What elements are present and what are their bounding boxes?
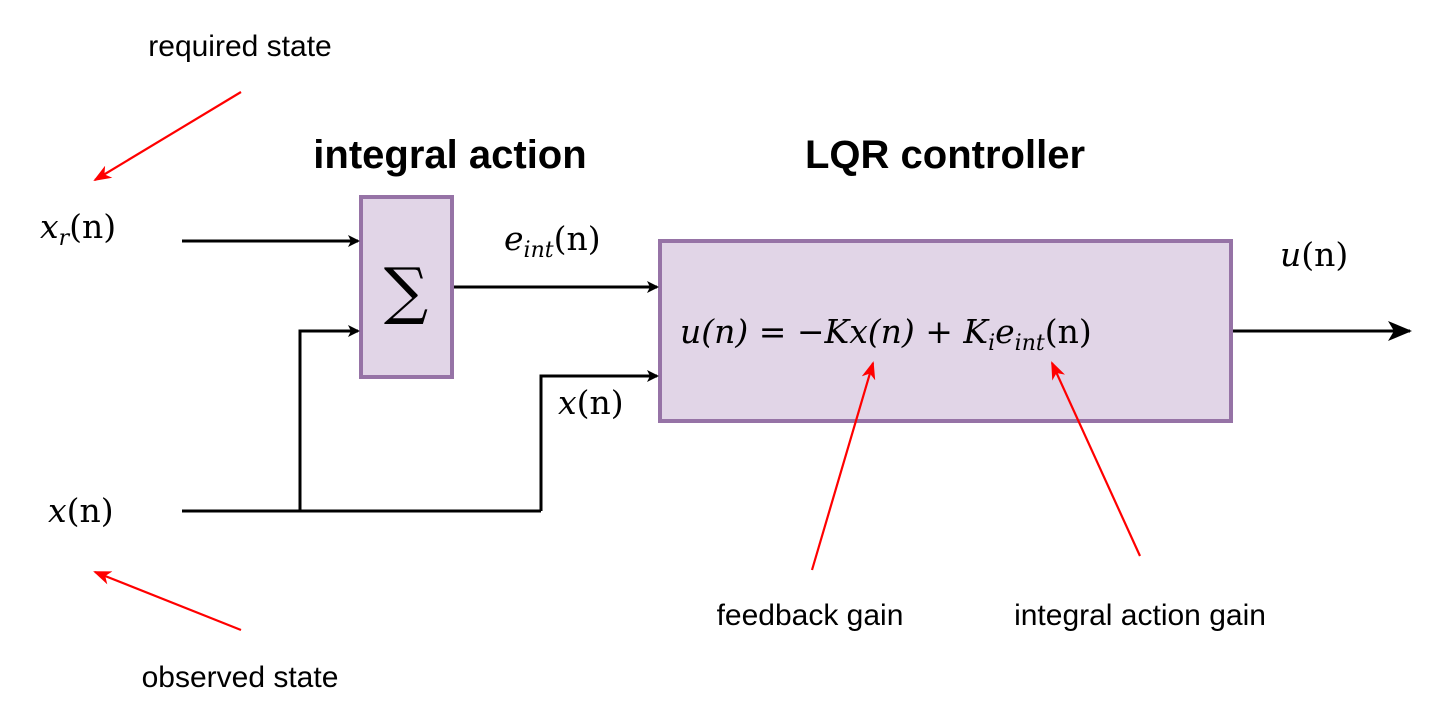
signal-x-mid-label: x(n) — [558, 383, 624, 422]
summation-symbol: ∑ — [384, 254, 428, 327]
summation-block — [359, 195, 454, 379]
arrow-feedback-gain — [810, 361, 876, 571]
signal-xr-label: xr(n) — [40, 207, 116, 251]
wire-x-to-sum — [298, 325, 360, 511]
signal-u-output-label: u(n) — [1280, 235, 1348, 274]
control-law-e-sub: int — [1015, 331, 1045, 356]
annotation-integral-action-gain: integral action gain — [1014, 599, 1266, 632]
title-integral-action: integral action — [313, 133, 586, 177]
arrow-integral-action-gain — [1050, 361, 1142, 557]
control-law-gain-sub: i — [988, 331, 995, 356]
arrow-required-state — [93, 91, 242, 182]
control-law-e: e — [995, 312, 1015, 351]
signal-x-input-label: x(n) — [48, 491, 114, 530]
control-law-tail: (n) — [1045, 312, 1092, 351]
wire-x-to-lqr — [539, 370, 659, 511]
control-law-lhs: u(n) = −Kx(n) + K — [680, 312, 990, 351]
arrow-observed-state — [93, 570, 242, 632]
annotation-feedback-gain: feedback gain — [717, 599, 904, 632]
lqr-controller-block — [658, 239, 1233, 423]
signal-e-int-label: eint(n) — [504, 219, 601, 263]
annotation-required-state: required state — [148, 30, 331, 63]
title-lqr-controller: LQR controller — [805, 133, 1085, 177]
control-law-equation: u(n) = −Kx(n) + Kieint(n) — [680, 312, 1092, 356]
annotation-observed-state: observed state — [142, 661, 339, 694]
